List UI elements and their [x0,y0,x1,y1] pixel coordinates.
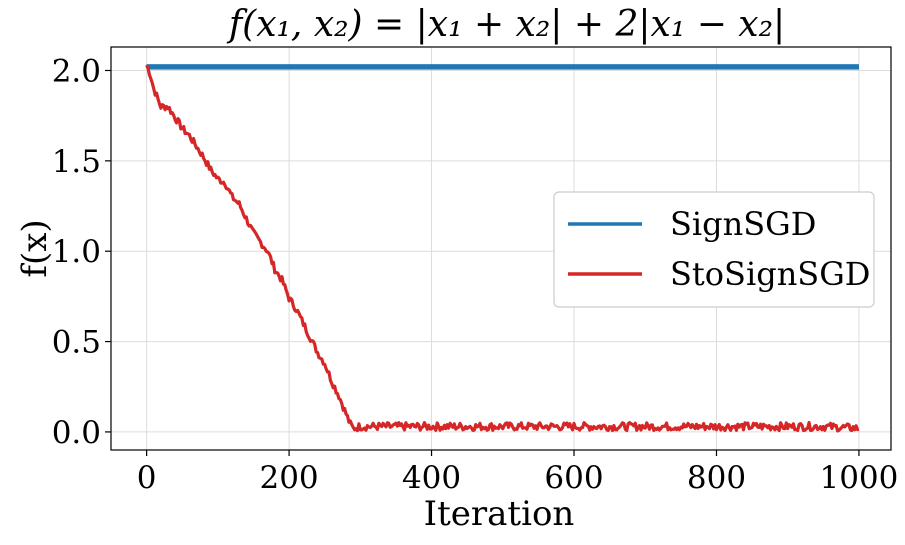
chart-title: f(x₁, x₂) = |x₁ + x₂| + 2|x₁ − x₂| [226,4,785,45]
legend-label: StoSignSGD [670,255,870,293]
x-tick-label: 800 [687,460,746,496]
series-layer [145,64,860,433]
x-tick-label: 0 [137,460,157,496]
legend: SignSGD StoSignSGD [553,191,875,308]
y-axis-label: f(x) [15,219,55,277]
y-tick-label: 1.5 [52,144,101,180]
ticks: 0 200 400 600 800 1000 0.0 0.5 1.0 1.5 2.0 [52,53,899,496]
series-stosignsgd-line [145,64,860,433]
y-tick-label: 0.0 [52,415,101,451]
y-tick-label: 0.5 [52,325,101,361]
x-tick-label: 1000 [819,460,898,496]
series-signsgd-band [146,64,859,70]
plot-frame [110,46,892,451]
x-tick-label: 600 [544,460,603,496]
x-tick-label: 400 [402,460,461,496]
y-tick-label: 1.0 [52,234,101,270]
x-tick-label: 200 [259,460,318,496]
legend-label: SignSGD [670,205,816,243]
y-tick-label: 2.0 [52,53,101,89]
x-axis-label: Iteration [424,494,575,534]
legend-box [553,191,875,308]
